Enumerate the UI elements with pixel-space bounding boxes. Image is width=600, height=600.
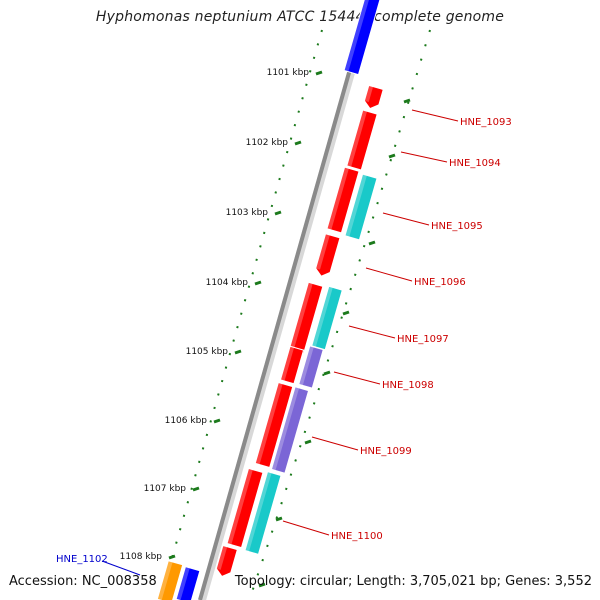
scale-tick (192, 486, 200, 492)
gene-feature (344, 173, 378, 241)
inner-scale-tick (323, 370, 331, 376)
gene-feature (279, 345, 305, 385)
topology-summary: Topology: circular; Length: 3,705,021 bp… (234, 574, 592, 589)
leader-line (311, 436, 359, 451)
backbone-shadow (198, 0, 375, 600)
kbp-label: 1106 kbp (165, 416, 208, 426)
gene-label: HNE_1100 (331, 531, 383, 542)
gene-label: HNE_1093 (460, 117, 512, 128)
kbp-label: 1108 kbp (120, 552, 163, 562)
inner-scale-tick (342, 310, 350, 316)
leader-line (382, 212, 430, 226)
kbp-label: 1107 kbp (144, 484, 187, 494)
inner-scale-tick (258, 582, 266, 588)
leader-line (365, 267, 413, 282)
scale-tick (168, 554, 176, 560)
gene-labels: HNE_1093 HNE_1094 HNE_1095 HNE_1096 HNE_1097… (56, 117, 512, 565)
gene-feature (298, 345, 324, 389)
kbp-label: 1105 kbp (186, 347, 229, 357)
leader-line (333, 371, 381, 385)
gene-label: HNE_1094 (449, 158, 501, 169)
gene-feature (226, 467, 264, 549)
gene-label: HNE_1102 (56, 554, 108, 565)
gene-feature (254, 381, 294, 469)
gene-feature (346, 109, 378, 171)
gene-feature (270, 386, 310, 474)
gene-feature (315, 233, 341, 277)
gene-label: HNE_1096 (414, 277, 466, 288)
gene-feature (363, 84, 384, 110)
gene-label: HNE_1097 (397, 334, 449, 345)
accession-text: Accession: NC_008358 (9, 574, 157, 589)
gene-features (156, 0, 384, 600)
gene-feature (311, 285, 343, 351)
scale-ticks (168, 70, 411, 588)
gene-label: HNE_1099 (360, 446, 412, 457)
gene-label: HNE_1095 (431, 221, 483, 232)
scale-tick (234, 349, 242, 355)
leader-line (348, 325, 396, 339)
scale-tick (294, 140, 302, 146)
gene-feature (326, 166, 360, 234)
inner-scale-tick (403, 98, 411, 104)
gene-feature (156, 560, 184, 600)
kbp-label: 1103 kbp (226, 208, 269, 218)
leader-line (101, 560, 141, 576)
leader-lines (101, 109, 459, 576)
scale-labels: 1101 kbp 1102 kbp 1103 kbp 1104 kbp 1105 kbp… (120, 68, 310, 562)
gene-feature (215, 544, 238, 578)
inner-scale-tick (388, 153, 396, 159)
gene-feature (244, 471, 282, 555)
inner-scale-tick (304, 439, 312, 445)
scale-tick (274, 210, 282, 216)
backbone-ring (198, 1, 371, 600)
scale-tick (315, 70, 323, 76)
map-title: Hyphomonas neptunium ATCC 15444, complet… (95, 9, 505, 25)
kbp-label: 1102 kbp (246, 138, 289, 148)
scale-tick (213, 418, 221, 424)
leader-line (400, 151, 448, 163)
inner-scale-tick (368, 240, 376, 246)
leader-line (282, 520, 330, 536)
kbp-label: 1104 kbp (206, 278, 249, 288)
gene-feature (288, 281, 324, 355)
gene-feature (175, 565, 201, 600)
inner-scale-tick (275, 516, 283, 522)
gene-feature (343, 0, 381, 76)
kbp-label: 1101 kbp (267, 68, 310, 78)
leader-line (411, 109, 459, 122)
scale-tick (254, 280, 262, 286)
gene-label: HNE_1098 (382, 380, 434, 391)
